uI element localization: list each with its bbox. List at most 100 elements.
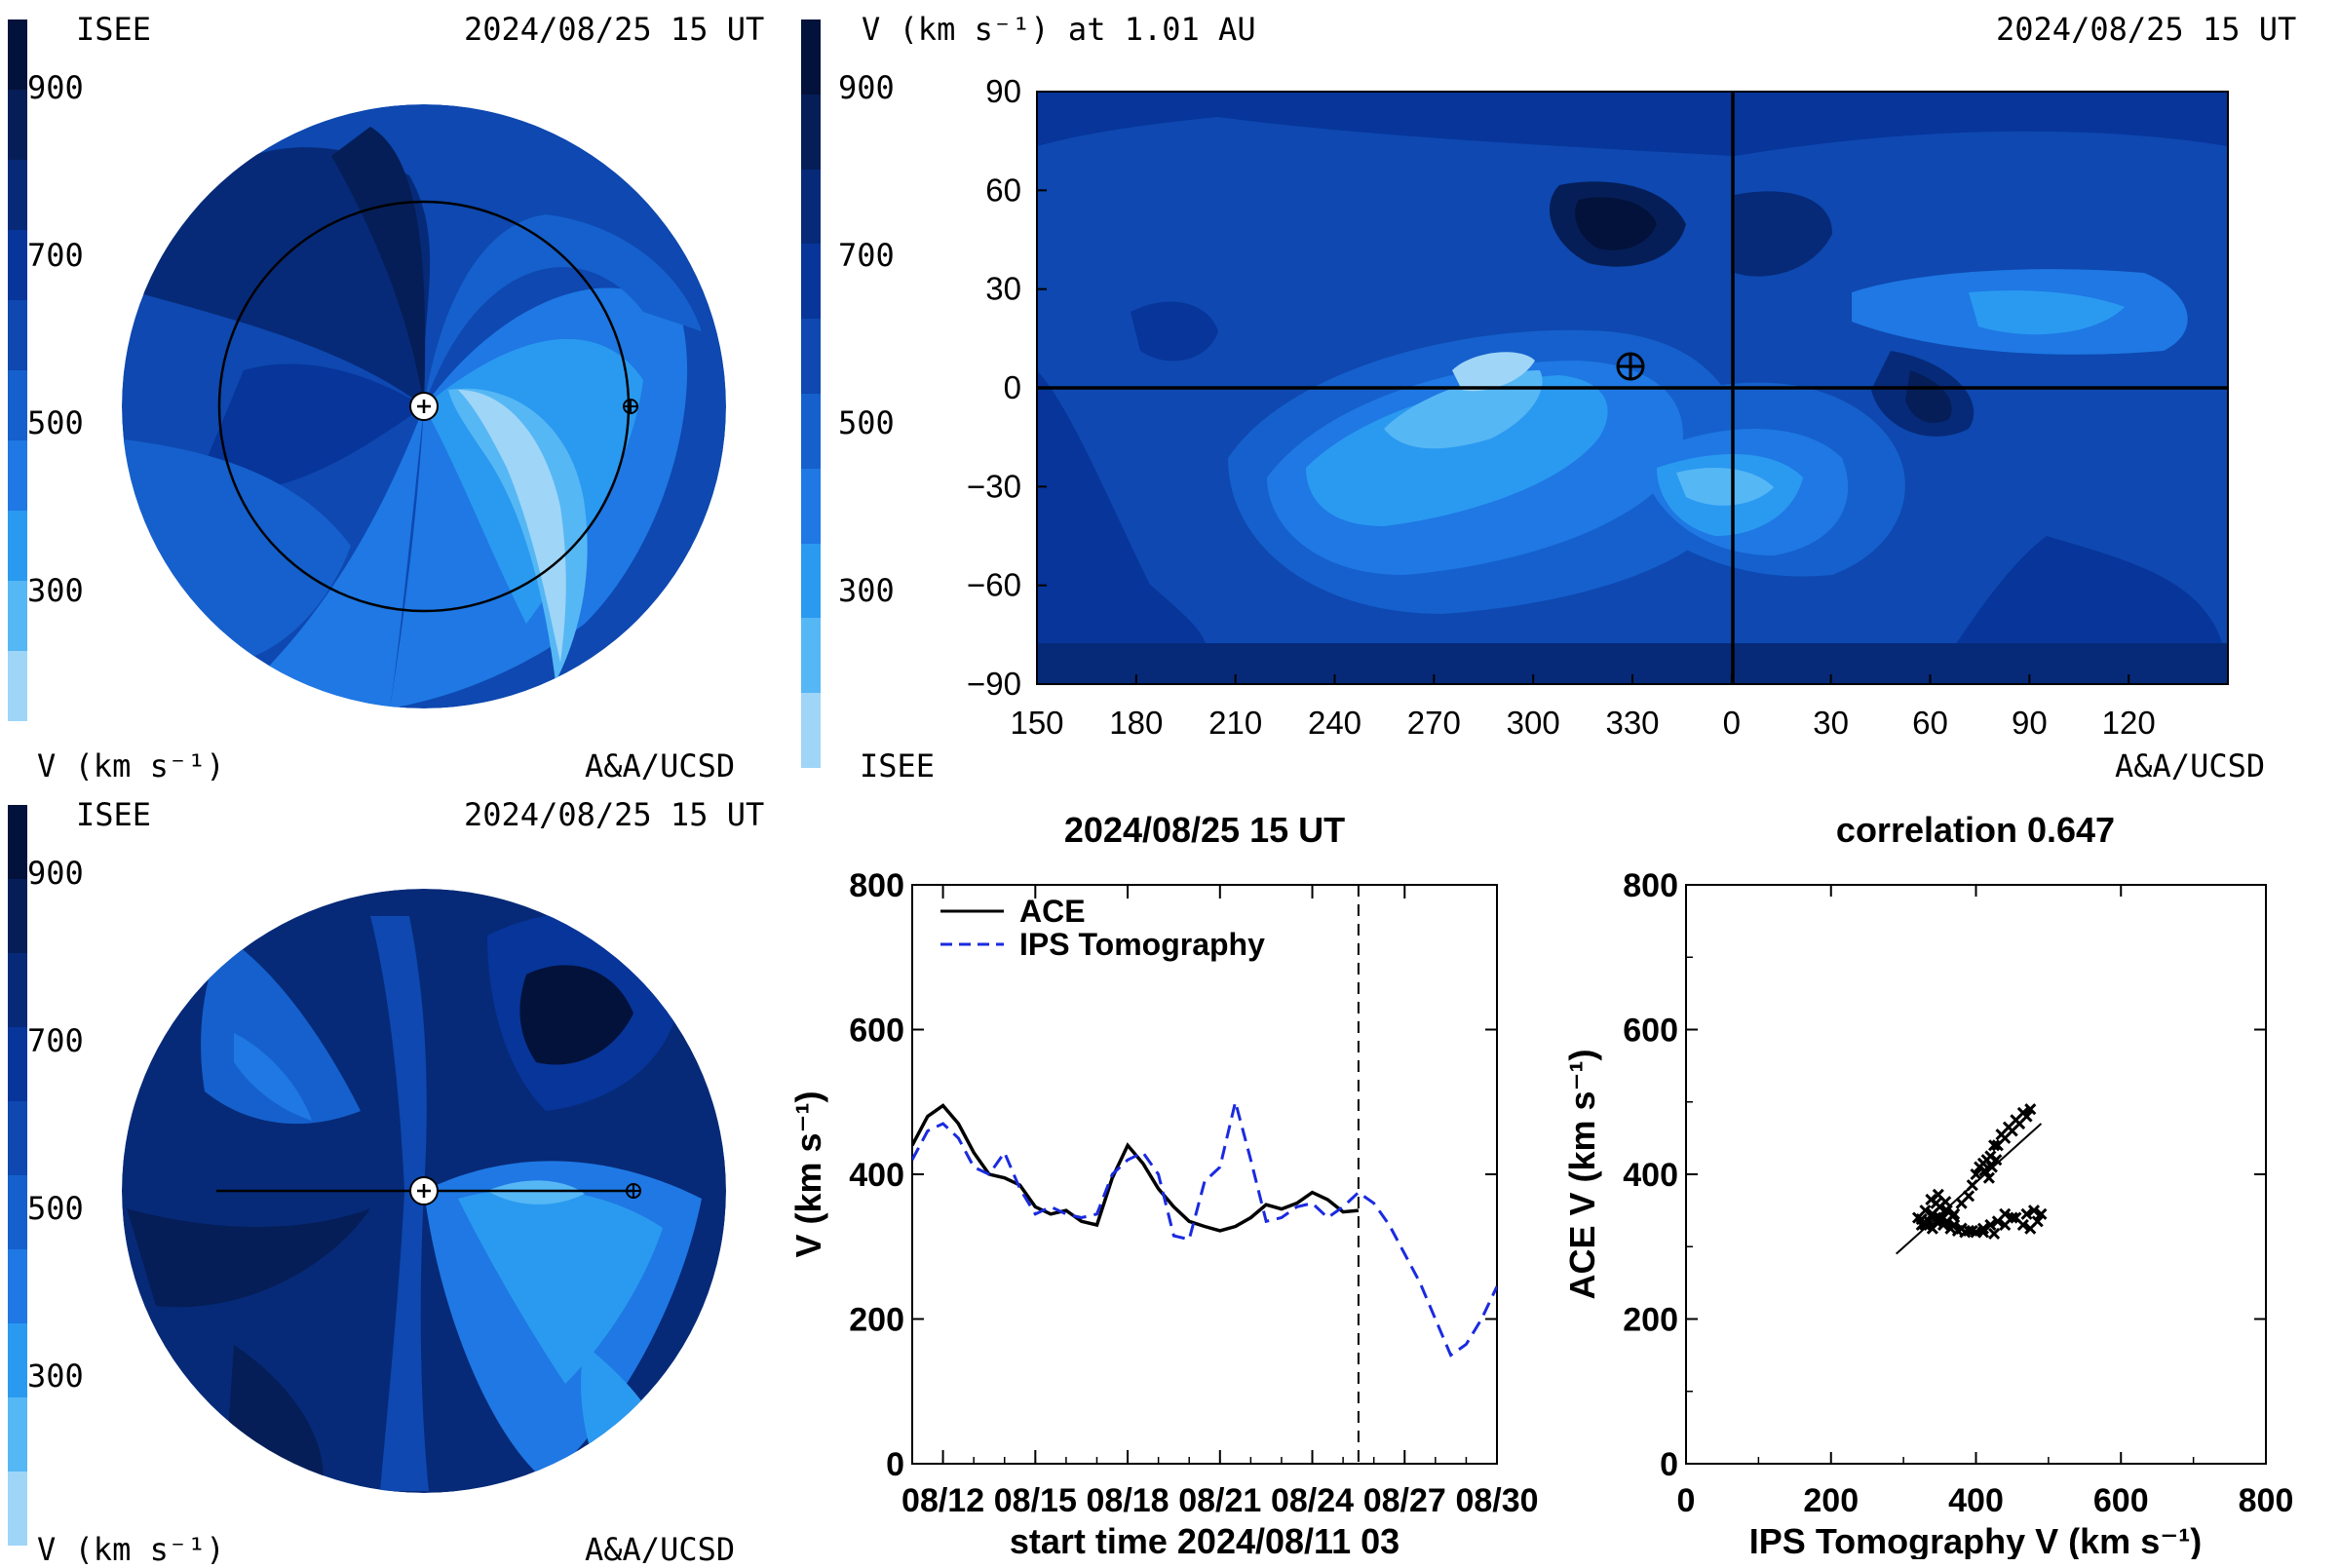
x-tick-label: 08/18 <box>1087 1482 1170 1519</box>
colorbar-tick: 500 <box>27 1190 84 1227</box>
map-x-tick-label: 150 <box>1010 705 1063 741</box>
credit-label: A&A/UCSD <box>585 747 736 784</box>
colorbar-segment <box>801 693 821 768</box>
earth-marker <box>626 1183 641 1199</box>
colorbar-segment <box>8 581 27 651</box>
data-point <box>1978 1165 1991 1177</box>
y-tick-label: 0 <box>1660 1446 1678 1483</box>
series-line-ips-tomography <box>912 1101 1497 1358</box>
map-y-tick-label: 30 <box>985 271 1021 307</box>
data-point <box>1962 1190 1975 1203</box>
data-point <box>1925 1193 1937 1206</box>
agency-label: ISEE <box>860 747 936 784</box>
data-point <box>1939 1196 1952 1208</box>
map-y-tick-label: −90 <box>967 666 1021 702</box>
colorbar-segment <box>8 805 27 879</box>
colorbar-segment <box>801 468 821 544</box>
time-label: 2024/08/25 15 UT <box>464 11 765 48</box>
colorbar-segment <box>801 169 821 245</box>
map-x-tick-label: 300 <box>1507 705 1560 741</box>
meridional-disk <box>122 889 726 1493</box>
map-title: V (km s⁻¹) at 1.01 AU <box>862 11 1256 48</box>
y-tick-label: 200 <box>849 1302 904 1339</box>
data-point <box>2016 1218 2029 1232</box>
data-point <box>1976 1222 1990 1235</box>
legend-label: ACE <box>1019 894 1086 929</box>
colorbar-segment <box>8 230 27 300</box>
colorbar-segment <box>8 1101 27 1175</box>
x-tick-label: 08/15 <box>994 1482 1077 1519</box>
y-tick-label: 600 <box>1623 1013 1678 1050</box>
colorbar-tick: 700 <box>27 237 84 274</box>
colorbar-segment <box>801 393 821 469</box>
colorbar-segment <box>801 319 821 394</box>
chart-title: correlation 0.647 <box>1836 810 2115 850</box>
colorbar-segment <box>801 19 821 95</box>
colorbar-tick: 300 <box>838 572 895 609</box>
map-x-tick-label: 90 <box>2012 705 2048 741</box>
x-tick-label: 08/21 <box>1178 1482 1261 1519</box>
data-point <box>1936 1218 1950 1232</box>
earth-marker <box>623 399 638 414</box>
correlation-scatter: 0 200 400 600 800 0 200 400 600 800 correlation 0.… <box>1562 810 2293 1559</box>
colorbar-segment <box>801 94 821 170</box>
plot-frame <box>911 884 1498 1465</box>
colorbar-segment <box>801 618 821 694</box>
ecliptic-disk <box>122 104 726 708</box>
data-point <box>1984 1150 1997 1163</box>
x-tick-label: 200 <box>1803 1482 1859 1519</box>
colorbar-segment <box>8 1249 27 1323</box>
colorbar-segment <box>8 1323 27 1397</box>
y-axis-label: V (km s⁻¹) <box>788 1090 828 1257</box>
map-y-tick-label: 60 <box>985 172 1021 208</box>
data-point <box>2020 1207 2033 1220</box>
colorbar-tick: 500 <box>838 404 895 441</box>
data-point <box>2027 1205 2041 1217</box>
colorbar-top-right <box>801 19 821 768</box>
map-x-tick-label: 330 <box>1605 705 1659 741</box>
data-point <box>1990 1154 2003 1166</box>
map-x-tick-label: 240 <box>1308 705 1361 741</box>
legend-label: IPS Tomography <box>1019 927 1265 962</box>
colorbar-segment <box>8 1027 27 1101</box>
y-axis-label: ACE V (km s⁻¹) <box>1562 1049 1602 1299</box>
map-x-tick-label: 120 <box>2102 705 2156 741</box>
colorbar-segment <box>801 543 821 619</box>
map-y-tick-label: 0 <box>1004 369 1021 405</box>
colorbar-tick: 900 <box>27 855 84 892</box>
y-tick-label: 800 <box>1623 867 1678 904</box>
y-tick-label: 200 <box>1623 1302 1678 1339</box>
x-tick-label: 08/30 <box>1455 1482 1538 1519</box>
x-axis-label: start time 2024/08/11 03 <box>1010 1521 1400 1559</box>
colorbar-segment <box>8 879 27 953</box>
x-tick-label: 08/12 <box>901 1482 984 1519</box>
sun-marker <box>409 1176 439 1205</box>
data-point <box>2024 1222 2037 1235</box>
data-point <box>2006 1211 2018 1224</box>
agency-label: ISEE <box>76 796 152 833</box>
x-axis-label: IPS Tomography V (km s⁻¹) <box>1749 1521 2202 1559</box>
colorbar-tick: 300 <box>27 572 84 609</box>
y-tick-label: 600 <box>849 1013 904 1050</box>
x-tick-label: 08/24 <box>1271 1482 1354 1519</box>
data-point <box>1926 1222 1938 1235</box>
data-point <box>1995 1128 2008 1141</box>
colorbar-bottom-left <box>8 805 27 1546</box>
colorbar-segment <box>8 1175 27 1249</box>
chart-title: 2024/08/25 15 UT <box>1064 810 1345 850</box>
map-y-tick-label: −30 <box>967 468 1021 504</box>
map-x-tick-label: 180 <box>1109 705 1163 741</box>
x-tick-label: 600 <box>2093 1482 2149 1519</box>
data-point <box>1988 1139 2001 1152</box>
y-tick-label: 400 <box>1623 1157 1678 1194</box>
credit-label: A&A/UCSD <box>2115 747 2266 784</box>
x-tick-label: 0 <box>1677 1482 1696 1519</box>
data-point <box>1959 1226 1972 1239</box>
series-line-ace <box>912 1103 1360 1233</box>
colorbar-segment <box>8 370 27 440</box>
map-x-tick-label: 210 <box>1208 705 1262 741</box>
data-point <box>1919 1205 1932 1217</box>
colorbar-segment <box>8 300 27 370</box>
